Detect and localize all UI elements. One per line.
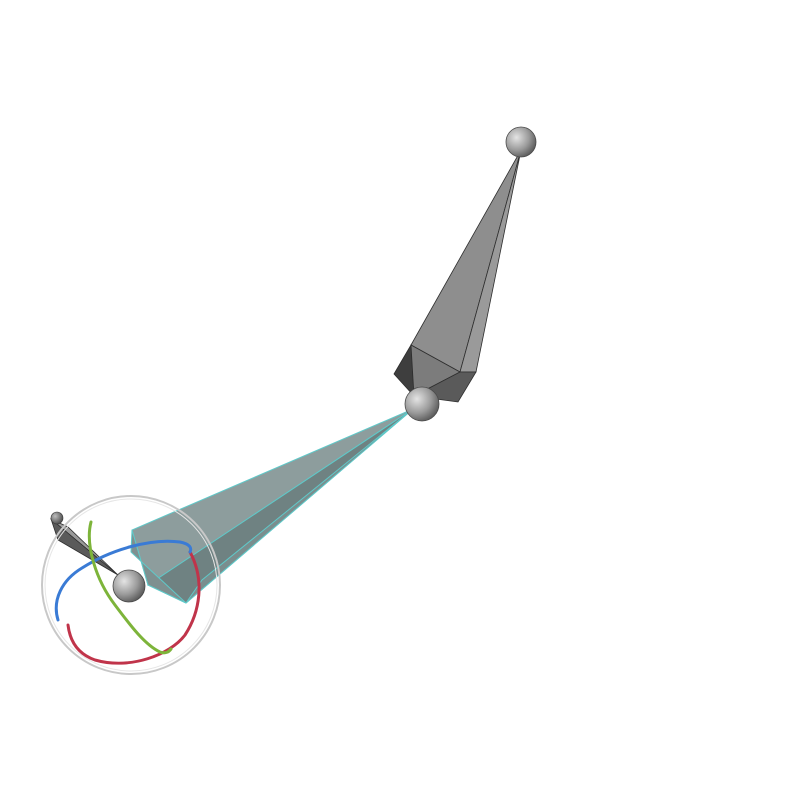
gizmo-screen-ring[interactable] — [44, 498, 218, 672]
upper-bone[interactable] — [393, 149, 522, 403]
middle-joint[interactable] — [404, 386, 440, 422]
gizmo-outer-ring[interactable] — [41, 495, 221, 675]
gizmo-z-axis[interactable] — [54, 539, 193, 622]
top-joint[interactable] — [505, 126, 537, 158]
tip-joint[interactable] — [50, 511, 64, 525]
gizmo-y-axis[interactable] — [87, 520, 173, 655]
rotate-gizmo[interactable] — [41, 495, 221, 675]
end-joint[interactable] — [112, 569, 146, 603]
gizmo-x-axis[interactable] — [66, 550, 201, 665]
